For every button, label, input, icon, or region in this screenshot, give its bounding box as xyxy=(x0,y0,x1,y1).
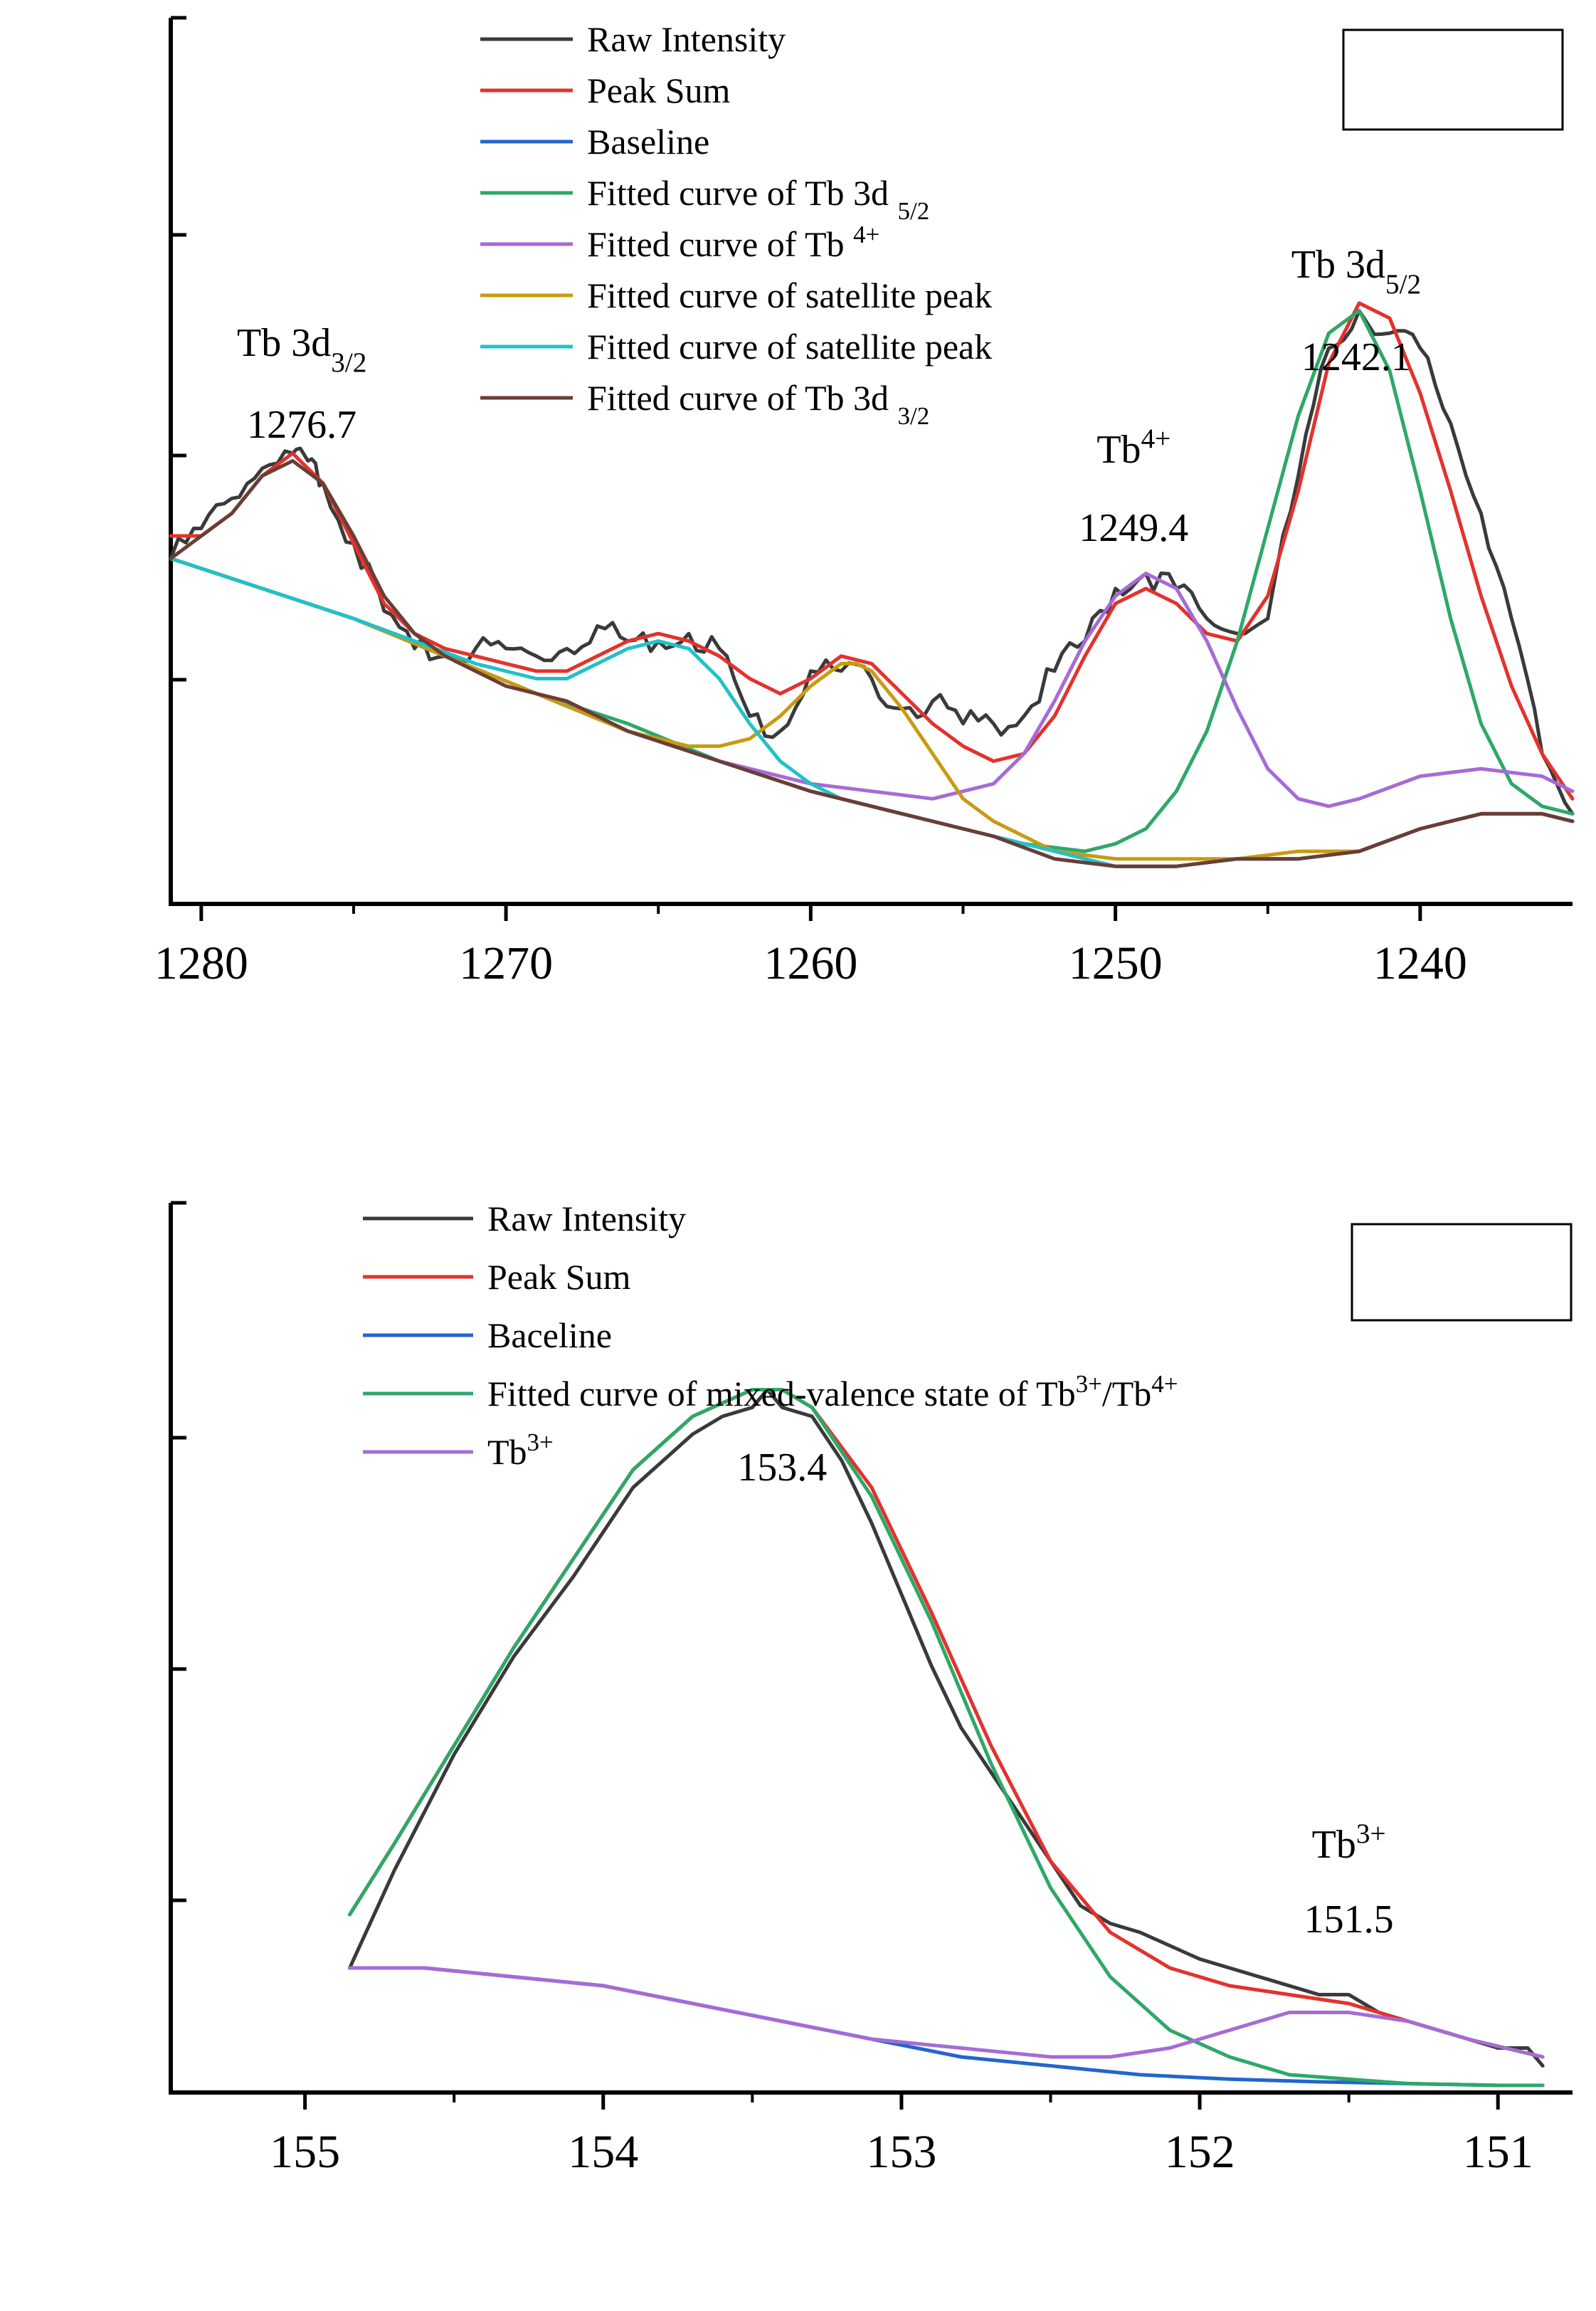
x-tick-label-0: 1280 xyxy=(154,937,248,989)
annotation-1-text: Tb xyxy=(1312,1823,1356,1867)
annotation-2: Tb4+ xyxy=(1096,423,1170,473)
annotation-1: Tb3+ xyxy=(1312,1818,1386,1868)
series-line-1 xyxy=(348,1388,1545,2059)
legend-entry-3-text: Fitted curve of mixed-valence state of T… xyxy=(487,1374,1076,1414)
legend-entry-4-text: Fitted curve of Tb xyxy=(587,224,853,264)
x-tick-label-1: 1270 xyxy=(459,937,553,989)
x-tick-label-4: 151 xyxy=(1463,2126,1533,2178)
x-tick-label-3: 1250 xyxy=(1069,937,1163,989)
box-title-frame xyxy=(1351,1223,1573,1322)
legend-entry-5: Fitted curve of satellite peak xyxy=(587,275,992,315)
series-line-0 xyxy=(348,1388,1545,2068)
legend-entry-7-text: Fitted curve of Tb 3d xyxy=(587,378,898,418)
legend-entry-3: Fitted curve of mixed-valence state of T… xyxy=(487,1370,1178,1414)
legend-entry-7-sub: 3/2 xyxy=(898,402,930,430)
legend-entry-2: Baceline xyxy=(487,1315,612,1355)
legend-entry-1-text: Peak Sum xyxy=(487,1257,631,1297)
annotation-3: 1249.4 xyxy=(1079,506,1188,550)
annotation-5-text: 1242.1 xyxy=(1301,335,1411,379)
panel-1: 155 154 153 152 151 Raw Intensity Peak Sum Bace… xyxy=(169,1199,1573,2178)
legend-entry-6-text: Fitted curve of satellite peak xyxy=(587,327,992,367)
legend-entry-7: Fitted curve of Tb 3d 3/2 xyxy=(587,378,929,430)
series-line-4 xyxy=(348,1966,1545,2059)
legend-entry-3-sub: 5/2 xyxy=(898,197,930,225)
box-title-frame xyxy=(1342,28,1564,131)
annotation-0-text: 153.4 xyxy=(737,1446,827,1490)
annotation-2: 151.5 xyxy=(1304,1897,1394,1942)
legend-entry-4-sup: 3+ xyxy=(527,1428,554,1456)
x-tick-label-4: 1240 xyxy=(1373,937,1467,989)
annotation-4-text: Tb 3d xyxy=(1291,243,1385,287)
annotation-3-text: 1249.4 xyxy=(1079,506,1188,550)
series-line-2 xyxy=(348,1966,1545,2088)
x-tick-label-1: 154 xyxy=(568,2126,638,2178)
annotation-2-text: Tb xyxy=(1096,428,1141,472)
annotation-0-sub: 3/2 xyxy=(331,347,366,378)
legend-entry-3-tail: /Tb xyxy=(1102,1374,1151,1414)
annotation-0-text: Tb 3d xyxy=(237,321,331,365)
panel-0: 1280 1270 1260 1250 1240 Raw Intensity Peak Su… xyxy=(154,16,1575,989)
legend-entry-4-sup: 4+ xyxy=(853,221,879,248)
legend-entry-0-text: Raw Intensity xyxy=(587,19,786,59)
annotation-2-sup: 4+ xyxy=(1141,423,1171,454)
x-tick-label-0: 155 xyxy=(270,2126,340,2178)
legend-entry-2: Baseline xyxy=(587,122,709,162)
legend-entry-0: Raw Intensity xyxy=(587,19,786,59)
annotation-2-text: 151.5 xyxy=(1304,1897,1394,1942)
x-tick-label-2: 153 xyxy=(866,2126,936,2178)
series-line-7 xyxy=(169,459,1575,868)
legend-entry-4-text: Tb xyxy=(487,1432,527,1472)
legend-entry-1-text: Peak Sum xyxy=(587,70,731,110)
x-tick-label-3: 152 xyxy=(1165,2126,1235,2178)
legend-entry-1: Peak Sum xyxy=(587,70,731,110)
legend-entry-3-sup: 3+ xyxy=(1076,1370,1102,1398)
legend-entry-3-tail-sup: 4+ xyxy=(1151,1370,1178,1398)
annotation-0: Tb 3d3/2 xyxy=(237,321,366,378)
annotation-4: Tb 3d5/2 xyxy=(1291,243,1421,300)
legend-entry-1: Peak Sum xyxy=(487,1257,631,1297)
legend-entry-2-text: Baceline xyxy=(487,1315,612,1355)
annotation-0: 153.4 xyxy=(737,1446,827,1490)
legend-entry-3: Fitted curve of Tb 3d 5/2 xyxy=(587,173,929,225)
legend-entry-4: Fitted curve of Tb 4+ xyxy=(587,221,879,265)
legend-entry-0-text: Raw Intensity xyxy=(487,1199,686,1238)
legend-entry-6: Fitted curve of satellite peak xyxy=(587,327,992,367)
annotation-1: 1276.7 xyxy=(247,403,356,447)
legend-entry-0: Raw Intensity xyxy=(487,1199,686,1238)
annotation-5: 1242.1 xyxy=(1301,335,1411,379)
annotation-1-text: 1276.7 xyxy=(247,403,356,447)
x-tick-label-2: 1260 xyxy=(763,937,857,989)
legend-entry-4: Tb3+ xyxy=(487,1428,554,1473)
legend-entry-5-text: Fitted curve of satellite peak xyxy=(587,275,992,315)
annotation-4-sub: 5/2 xyxy=(1385,269,1421,300)
series-line-5 xyxy=(169,557,1575,861)
annotation-1-sup: 3+ xyxy=(1356,1818,1386,1849)
legend-entry-3-text: Fitted curve of Tb 3d xyxy=(587,173,898,213)
legend-entry-2-text: Baseline xyxy=(587,122,709,162)
series-line-3 xyxy=(348,1388,1545,2088)
